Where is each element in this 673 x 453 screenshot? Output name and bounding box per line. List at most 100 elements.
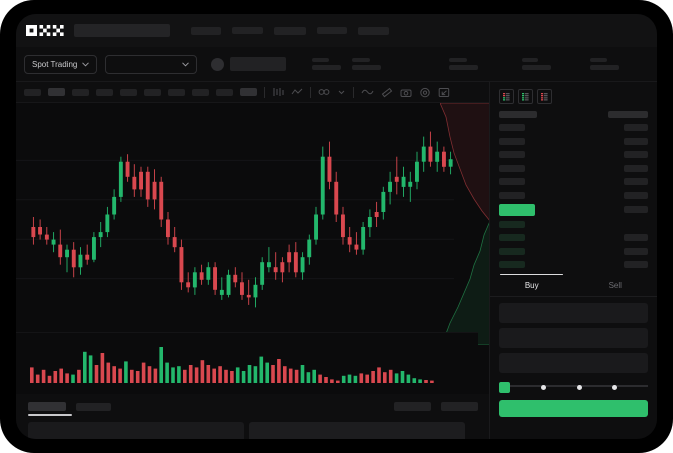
orderbook-view-bids-icon[interactable] [518,89,533,104]
interval-button-7[interactable] [168,88,185,96]
chevron-down-icon[interactable] [337,87,346,97]
candlestick-chart[interactable] [16,103,478,332]
orderbook-price [499,164,525,172]
okx-logo-mark [26,25,64,36]
interval-button-6[interactable] [144,88,161,96]
orderbook-size [624,220,648,228]
interval-button-10[interactable] [240,88,257,96]
orderbook-last-price [499,203,535,216]
interval-button-3[interactable] [72,88,89,96]
interval-button-4[interactable] [96,88,113,96]
orders-panel-right[interactable] [249,421,465,439]
bottom-action-1[interactable] [394,402,431,411]
toolbar-divider [353,86,354,98]
order-book-and-form: Buy Sell [489,82,657,439]
orderbook-view-both-icon[interactable] [499,89,514,104]
market-stat-5 [590,58,620,70]
slider-mark-75[interactable] [612,384,618,390]
nav-item-5[interactable] [358,26,389,35]
orderbook-bid-row[interactable] [499,219,648,229]
orderbook-view-asks-icon[interactable] [537,89,552,104]
market-stat-label [449,58,468,62]
line-chart-icon[interactable] [291,87,303,97]
settings-icon[interactable] [419,87,431,98]
bottom-action-2[interactable] [441,402,478,411]
orderbook-ask-row[interactable] [499,150,648,160]
interval-button-2[interactable] [48,88,65,96]
orderbook-bid-row[interactable] [499,260,648,270]
orderbook-size [624,124,648,131]
pair-selector[interactable] [105,54,198,74]
market-stat-label [312,58,330,62]
fullscreen-icon[interactable] [438,87,450,98]
wave-chart-icon[interactable] [361,87,374,97]
toolbar-divider [310,86,311,98]
market-stat-value [449,65,479,70]
amount-field[interactable] [499,327,648,348]
orders-panel [16,394,490,439]
interval-button-9[interactable] [216,88,233,96]
interval-button-1[interactable] [24,88,41,96]
nav-item-4[interactable] [317,27,347,34]
orderbook-price [499,178,525,185]
submit-order-button[interactable] [499,399,648,417]
orders-content [16,416,490,439]
bottom-tab-2[interactable] [76,402,111,411]
orderbook-bid-row[interactable] [499,233,648,243]
market-stat-2 [352,58,382,70]
indicators-icon[interactable] [318,87,330,97]
bottom-tab-1[interactable] [28,402,66,411]
orderbook-col-price [499,110,537,118]
orderbook-ask-row[interactable] [499,123,648,133]
orderbook-bid-row[interactable] [499,246,648,256]
market-stat-label [522,58,539,62]
camera-icon[interactable] [400,87,412,98]
nav-item-1[interactable] [191,26,221,35]
market-stat-3 [449,58,479,70]
buy-tab[interactable]: Buy [490,273,574,296]
market-stat-label [590,58,608,62]
market-info-bar: Spot Trading [16,47,657,82]
order-form-tabs: Buy Sell [490,273,657,297]
orderbook-ask-row[interactable] [499,190,648,200]
market-stat-value [312,65,342,70]
ruler-icon[interactable] [381,87,393,98]
orderbook-size [624,178,648,185]
volume-histogram [16,332,478,395]
market-stat-label [352,58,371,62]
orderbook-size [624,234,648,241]
candlestick-chart-canvas [16,131,454,308]
orderbook-price [499,220,525,228]
orderbook-ask-row[interactable] [499,163,648,173]
orderbook-view-modes [490,82,657,109]
interval-button-5[interactable] [120,88,137,96]
orderbook-price [499,124,525,131]
sell-tab[interactable]: Sell [608,280,622,290]
orders-tabs [16,394,490,411]
candlestick-chart-icon[interactable] [272,87,284,97]
amount-percentage-slider[interactable] [490,378,657,393]
orderbook-size [624,261,648,268]
toolbar-divider [264,86,265,98]
orderbook-ask-row[interactable] [499,177,648,187]
nav-item-3[interactable] [274,26,306,35]
orderbook-ask-row[interactable] [499,136,648,146]
nav-item-2[interactable] [232,27,263,34]
orders-panel-left[interactable] [28,421,244,439]
top-navigation-bar [16,14,657,47]
total-field[interactable] [499,352,648,373]
interval-button-8[interactable] [192,88,209,96]
slider-mark-50[interactable] [576,384,582,390]
market-stat-value [352,65,382,70]
okx-logo[interactable] [26,25,64,36]
trading-mode-selector[interactable]: Spot Trading [24,54,98,74]
orderbook-last-size [624,206,648,213]
slider-handle[interactable] [499,381,510,393]
orderbook-price [499,191,525,199]
slider-mark-25[interactable] [540,384,546,390]
search-input[interactable] [74,24,170,37]
orderbook-col-size [608,110,648,118]
orderbook-header-row [499,109,648,119]
price-field[interactable] [499,302,648,323]
order-book[interactable] [490,109,657,270]
